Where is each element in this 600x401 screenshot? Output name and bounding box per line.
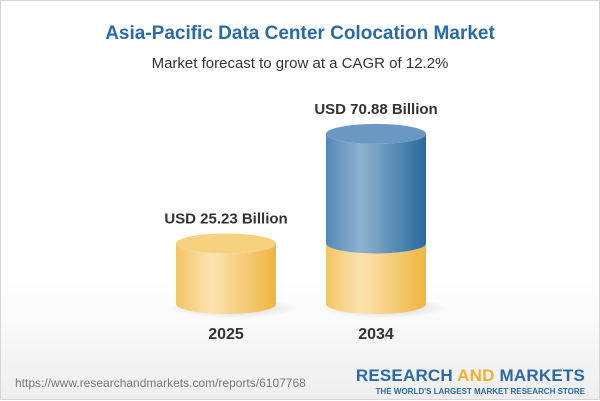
- data-label-2025: USD 25.23 Billion: [164, 210, 287, 227]
- data-label-2034: USD 70.88 Billion: [314, 101, 437, 118]
- logo-text-markets: MARKETS: [494, 366, 585, 385]
- cylinder-top-2025: [176, 233, 276, 254]
- cylinder-base-segment-2034: [326, 243, 426, 314]
- category-label-2025: 2025: [208, 326, 244, 343]
- category-label-2034: 2034: [358, 326, 394, 343]
- cylinder-top-2034: [326, 123, 426, 144]
- research-and-markets-logo: RESEARCH AND MARKETS THE WORLD'S LARGEST…: [356, 366, 585, 396]
- source-url[interactable]: https://www.researchandmarkets.com/repor…: [15, 376, 306, 390]
- logo-text-research: RESEARCH: [355, 366, 458, 385]
- cylinder-base-segment-2025: [176, 243, 276, 314]
- chart-title: Asia-Pacific Data Center Colocation Mark…: [105, 23, 495, 44]
- logo-text-and: AND: [457, 366, 495, 385]
- cylinder-growth-segment-2034: [326, 133, 426, 254]
- chart-subtitle: Market forecast to grow at a CAGR of 12.…: [151, 55, 449, 72]
- logo-tagline: THE WORLD'S LARGEST MARKET RESEARCH STOR…: [375, 387, 585, 396]
